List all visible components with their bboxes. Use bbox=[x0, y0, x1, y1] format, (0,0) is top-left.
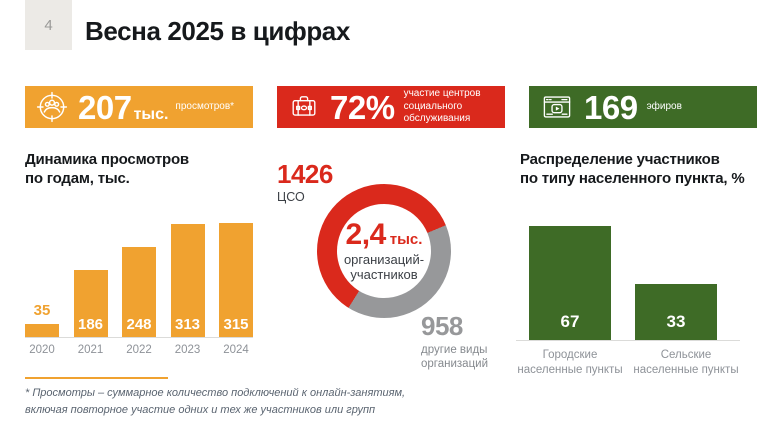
briefcase-icon bbox=[286, 89, 322, 125]
badge-number-row: 72% bbox=[330, 91, 397, 124]
other-label: другие виды организаций bbox=[421, 344, 489, 371]
badge-label: участие центров социального обслуживания bbox=[403, 88, 481, 125]
donut-center-number-row: 2,4 тыс. bbox=[345, 217, 423, 251]
bar-rural: 33 bbox=[635, 284, 717, 340]
bar-urban: 67 bbox=[529, 226, 611, 340]
donut-center-unit: тыс. bbox=[389, 230, 423, 248]
x-tick-2020: 2020 bbox=[29, 344, 55, 356]
bar-2024: 315 bbox=[219, 223, 253, 337]
page-number: 4 bbox=[44, 16, 53, 34]
bar-value-label: 248 bbox=[126, 316, 152, 333]
badge-number-row: 169 bbox=[584, 91, 640, 124]
bar-value-label: 313 bbox=[174, 316, 201, 333]
participants-donut: 2,4 тыс. организаций-участников bbox=[317, 184, 451, 318]
x-tick-2022: 2022 bbox=[126, 344, 152, 356]
settlement-bar-chart: 67 33 bbox=[529, 226, 717, 340]
bar-value-label: 315 bbox=[223, 316, 249, 333]
stat-badge-views: 207 тыс. просмотров* bbox=[25, 86, 253, 128]
audience-target-icon bbox=[34, 89, 70, 125]
other-count: 958 bbox=[421, 311, 463, 341]
bar-value-label: 33 bbox=[666, 312, 686, 331]
donut-center-value: 2,4 bbox=[345, 217, 387, 251]
x-tick-2024: 2024 bbox=[223, 344, 249, 356]
bar-value-label: 35 bbox=[33, 302, 51, 319]
badge-unit: тыс. bbox=[133, 105, 169, 123]
badge-label: просмотров* bbox=[175, 100, 235, 112]
page-number-tab: 4 bbox=[25, 0, 72, 50]
bar-2023: 313 bbox=[170, 224, 205, 337]
footnote-text: * Просмотры – суммарное количество подкл… bbox=[25, 387, 406, 416]
settlement-chart-title: Распределение участников по типу населен… bbox=[520, 151, 745, 188]
video-broadcast-icon bbox=[538, 89, 576, 125]
stat-badge-broadcasts: 169 эфиров bbox=[529, 86, 757, 128]
footnote-rule bbox=[25, 377, 168, 379]
views-chart-title: Динамика просмотров по годам, тыс. bbox=[25, 151, 189, 188]
cso-label: ЦСО bbox=[277, 190, 305, 204]
x-tick-urban: Городские населенные пункты bbox=[517, 349, 623, 376]
badge-value: 169 bbox=[584, 88, 638, 126]
cso-count: 1426 bbox=[277, 159, 333, 189]
donut-center-label: организаций-участников bbox=[343, 251, 425, 282]
page-title: Весна 2025 в цифрах bbox=[85, 16, 350, 46]
donut-center: 2,4 тыс. организаций-участников bbox=[337, 204, 431, 298]
settlement-chart-baseline bbox=[516, 340, 740, 341]
views-bar-chart: 35 186 248 313 315 bbox=[25, 223, 253, 337]
stat-badge-centers: 72% участие центров социального обслужив… bbox=[277, 86, 505, 128]
settlement-chart-x-labels: Городские населенные пункты Сельские нас… bbox=[514, 348, 742, 378]
badge-label: эфиров bbox=[646, 100, 682, 112]
bar-value-label: 186 bbox=[77, 316, 104, 333]
bar-value-label: 67 bbox=[560, 312, 580, 331]
x-tick-rural: Сельские населенные пункты bbox=[633, 349, 739, 376]
bar-2020: 35 bbox=[25, 302, 59, 337]
donut-callout-cso: 1426 ЦСО bbox=[277, 161, 333, 204]
badge-value: 72% bbox=[330, 88, 395, 126]
bar-2022: 248 bbox=[122, 247, 156, 337]
views-chart-baseline bbox=[25, 337, 253, 338]
x-tick-2021: 2021 bbox=[77, 344, 104, 356]
x-tick-2023: 2023 bbox=[174, 344, 201, 356]
bar-2021: 186 bbox=[73, 270, 108, 337]
badge-number-row: 207 тыс. bbox=[78, 91, 168, 124]
badge-value: 207 bbox=[78, 88, 132, 126]
views-chart-x-labels: 2020 2021 2022 2023 2024 bbox=[22, 344, 256, 356]
donut-callout-other: 958 другие виды организаций bbox=[421, 313, 513, 372]
